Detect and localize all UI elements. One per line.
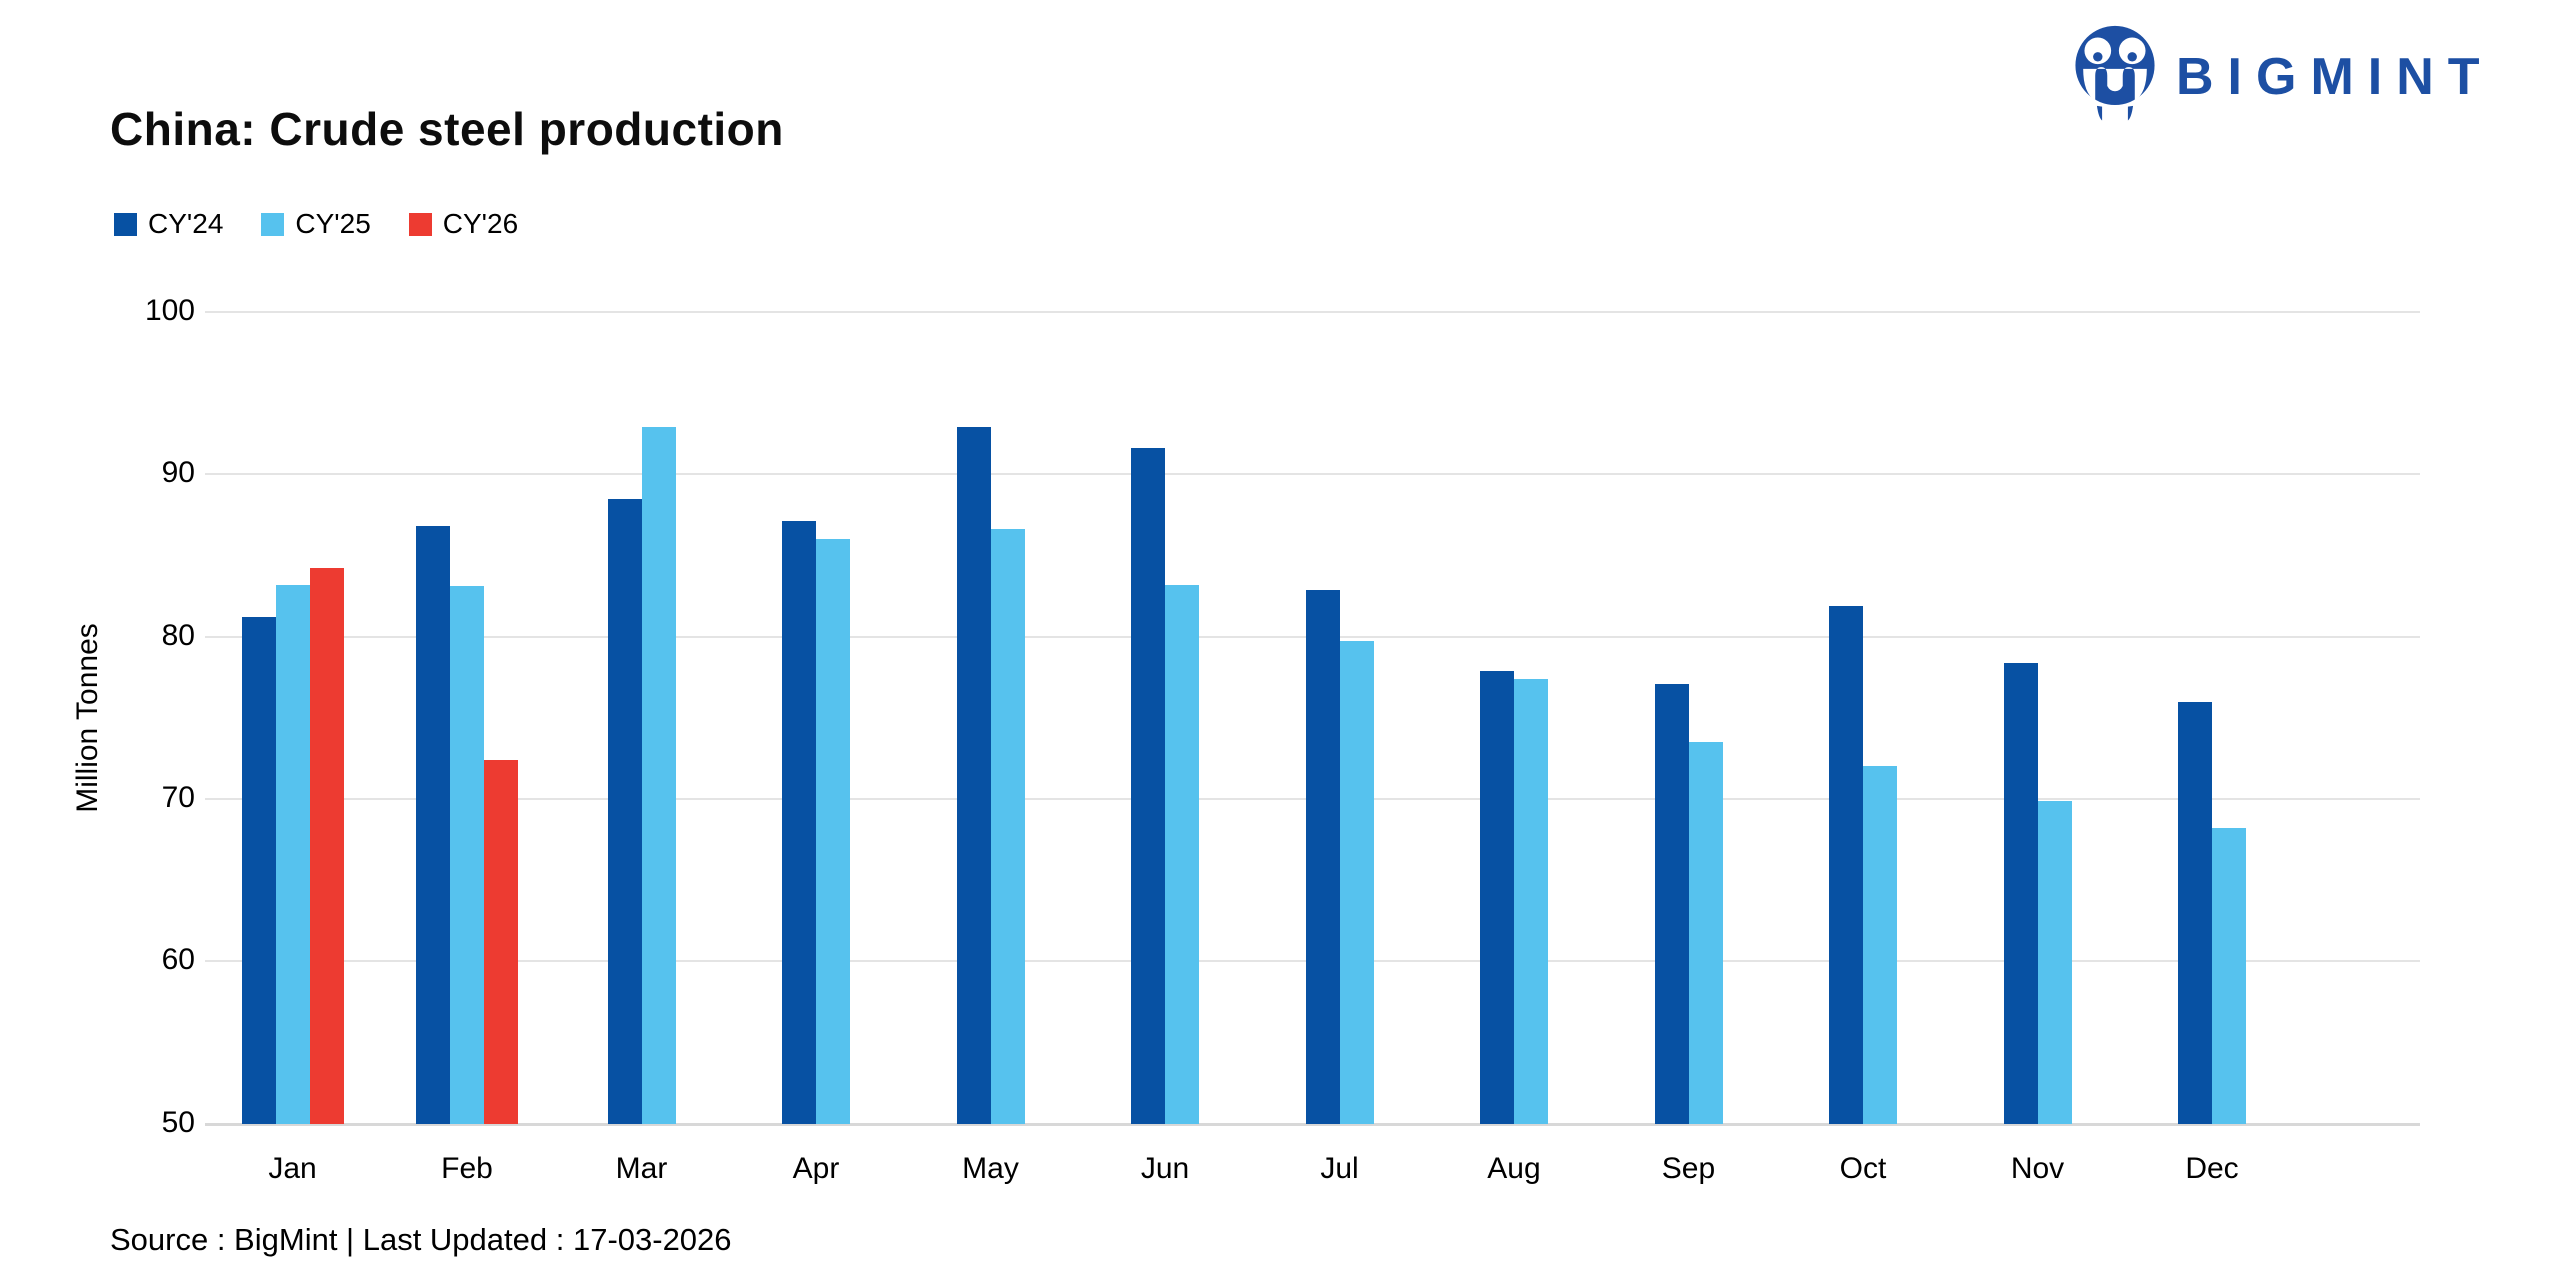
x-tick-label-feb: Feb: [441, 1152, 493, 1185]
bar-cy26-jan: [309, 568, 344, 1124]
bar-cy25-nov: [2037, 800, 2072, 1124]
y-tick-label-80: 80: [161, 618, 195, 652]
y-tick-label-90: 90: [161, 456, 195, 490]
bar-cy24-dec: [2178, 701, 2212, 1124]
bigmint-logo-icon: [2075, 25, 2155, 121]
brand-wordmark: BIGMINT: [2176, 48, 2494, 106]
bar-cy25-sep: [1688, 742, 1723, 1124]
bar-cy24-mar: [607, 498, 642, 1124]
bar-cy25-may: [990, 529, 1025, 1124]
bar-cy25-feb: [450, 586, 484, 1124]
bar-cy24-jan: [241, 617, 276, 1124]
bar-cy24-jul: [1305, 589, 1340, 1124]
bar-cy25-oct: [1863, 766, 1897, 1124]
bar-cy25-jul: [1339, 641, 1374, 1124]
y-tick-label-60: 60: [161, 943, 195, 977]
source-note: Source : BigMint | Last Updated : 17-03-…: [110, 1222, 732, 1257]
x-tick-label-aug: Aug: [1487, 1152, 1541, 1185]
x-tick-label-may: May: [962, 1152, 1019, 1185]
x-tick-label-sep: Sep: [1661, 1152, 1716, 1185]
bar-cy24-oct: [1829, 605, 1863, 1124]
legend-label: CY'25: [295, 208, 371, 239]
y-tick-label-70: 70: [161, 780, 195, 814]
y-tick-label-50: 50: [161, 1105, 195, 1139]
x-tick-label-apr: Apr: [792, 1152, 840, 1185]
gridline-90: [205, 473, 2420, 476]
bar-cy24-feb: [416, 526, 450, 1124]
bar-cy25-mar: [641, 427, 676, 1124]
x-tick-label-jul: Jul: [1320, 1152, 1359, 1185]
legend-item-cy26: CY'26: [408, 208, 519, 240]
x-tick-label-mar: Mar: [615, 1152, 668, 1185]
gridline-100: [205, 311, 2420, 313]
bar-cy24-apr: [782, 521, 816, 1124]
bar-cy25-aug: [1514, 678, 1548, 1124]
legend-item-cy24: CY'24: [114, 208, 223, 240]
x-tick-label-dec: Dec: [2185, 1152, 2239, 1185]
legend-label: CY'24: [148, 208, 224, 239]
bar-cy25-dec: [2212, 828, 2246, 1124]
x-tick-label-oct: Oct: [1839, 1152, 1887, 1185]
x-tick-label-jan: Jan: [268, 1152, 317, 1185]
bar-cy25-apr: [816, 539, 850, 1124]
bar-cy24-may: [956, 427, 991, 1124]
brand-logo: BIGMINT: [2072, 25, 2494, 121]
gridline-50: [205, 1122, 2420, 1126]
chart-legend: CY'24 CY'25 CY'26: [114, 208, 518, 240]
legend-swatch: [261, 212, 285, 236]
plot-area: [205, 311, 2420, 1126]
bar-cy24-sep: [1654, 683, 1689, 1124]
bar-cy25-jan: [275, 584, 310, 1124]
bar-cy24-nov: [2003, 662, 2038, 1124]
bar-cy24-jun: [1131, 448, 1165, 1124]
y-tick-label-100: 100: [144, 294, 195, 327]
legend-item-cy25: CY'25: [261, 208, 371, 240]
legend-swatch: [114, 212, 137, 236]
page-title: China: Crude steel production: [110, 103, 784, 155]
bar-cy25-jun: [1165, 584, 1199, 1124]
x-tick-label-nov: Nov: [2010, 1152, 2065, 1185]
bar-cy24-aug: [1480, 670, 1514, 1124]
bar-cy26-feb: [484, 759, 518, 1124]
legend-swatch: [408, 212, 432, 236]
legend-label: CY'26: [442, 208, 519, 239]
x-tick-label-jun: Jun: [1140, 1152, 1190, 1185]
